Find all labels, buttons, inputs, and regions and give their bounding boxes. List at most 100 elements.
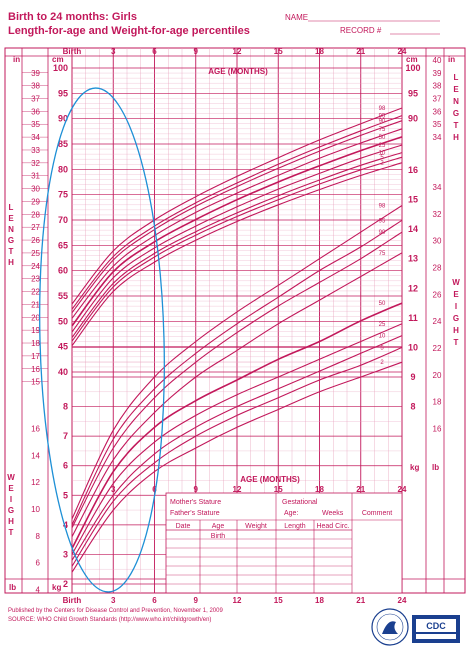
x-tick-top: 12 [233,47,242,56]
y-in-tick-right: 38 [433,82,442,91]
percentile-curve-5 [71,346,403,567]
y-kg-tick-right: 14 [408,224,418,234]
x-tick-middle: 12 [233,485,242,494]
x-tick-middle: 18 [315,485,324,494]
percentile-label-10: 10 [379,151,386,157]
y-cm-tick-left: 50 [58,316,68,326]
x-tick-bottom: Birth [63,596,82,605]
y-cm-tick-left: 70 [58,215,68,225]
y-in-tick-left: 35 [31,120,40,129]
unit-kg-left: kg [52,583,61,592]
y-cm-tick-left: 80 [58,164,68,174]
unit-in-left: in [13,55,20,64]
percentile-curve-10 [71,152,403,338]
y-cm-tick-left: 75 [58,190,68,200]
age-axis-label-bottom: AGE (MONTHS) [240,475,300,484]
y-in-tick-right: 36 [433,107,442,116]
y-cm-tick-left: 65 [58,240,68,250]
unit-lb-right: lb [432,463,439,472]
x-tick-top: 15 [274,47,283,56]
percentile-label-5: 5 [380,345,384,351]
comment-label: Comment [362,510,392,517]
unit-cm-right: cm [406,55,418,64]
percentile-label-75: 75 [379,127,386,133]
col-length-header: Length [284,523,306,530]
unit-in-right: in [448,55,455,64]
x-tick-bottom: 9 [194,596,199,605]
y-in-tick-left: 33 [31,146,40,155]
x-tick-bottom: 18 [315,596,324,605]
footer-published: Published by the Centers for Disease Con… [8,608,223,614]
x-tick-bottom: 3 [111,596,116,605]
y-in-tick-left: 18 [31,339,40,348]
y-in-tick-left: 20 [31,313,40,322]
percentile-curve-98 [71,205,403,520]
y-lb-tick-right: 20 [433,371,442,380]
record-table: Mother's Stature Father's Stature Gestat… [165,492,403,594]
x-tick-middle: 21 [356,485,365,494]
age-axis-label-top: AGE (MONTHS) [208,67,268,76]
y-in-tick-left: 23 [31,275,40,284]
y-in-tick-left: 21 [31,300,40,309]
footer-source: SOURCE: WHO Child Growth Standards (http… [8,617,211,623]
y-lb-tick-left: 4 [36,585,41,594]
x-tick-bottom: 6 [152,596,157,605]
y-in-tick-left: 25 [31,249,40,258]
x-tick-bottom: 21 [356,596,365,605]
record-label: RECORD # [340,26,382,35]
y-in-tick-left: 38 [31,82,40,91]
y-in-tick-left: 28 [31,210,40,219]
y-lb-tick-left: 12 [31,478,40,487]
col-weight-header: Weight [245,523,267,530]
y-kg-tick-left: 5 [63,490,68,500]
unit-cm-left: cm [52,55,64,64]
percentile-label-95: 95 [379,218,386,224]
percentile-label-25: 25 [379,143,386,149]
x-tick-top: 3 [111,47,116,56]
col-date-header: Date [176,523,191,530]
percentile-curve-50 [71,302,403,549]
chart-title-line1: Birth to 24 months: Girls [8,11,137,23]
y-kg-tick-right: 10 [408,342,418,352]
y-kg-tick-right: 11 [408,313,418,323]
y-lb-tick-right: 16 [433,425,442,434]
x-tick-bottom: 12 [233,596,242,605]
y-cm-tick-right: 100 [405,63,420,73]
y-in-tick-left: 19 [31,326,40,335]
y-in-tick-left: 26 [31,236,40,245]
y-lb-tick-left: 14 [31,451,40,460]
percentile-curve-90 [71,120,403,314]
mother-stature-label: Mother's Stature [170,499,221,506]
y-in-tick-left: 24 [31,262,40,271]
chart-title-line2: Length-for-age and Weight-for-age percen… [8,25,250,37]
y-in-tick-left: 29 [31,197,40,206]
y-in-tick-left: 39 [31,69,40,78]
y-cm-tick-right: 95 [408,88,418,98]
x-tick-middle: 24 [398,485,407,494]
name-label: NAME [285,13,308,22]
gestational-age-label: Age: [284,510,298,517]
y-in-tick-right: 35 [433,120,442,129]
y-in-tick-left: 31 [31,172,40,181]
y-lb-tick-right: 34 [433,183,442,192]
percentile-curve-25 [71,323,403,555]
y-in-tick-right: 40 [433,56,442,65]
y-kg-tick-left: 7 [63,431,68,441]
percentile-curve-2 [71,361,403,573]
percentile-label-25: 25 [379,322,386,328]
percentile-curve-95 [71,219,403,526]
y-cm-tick-left: 40 [58,367,68,377]
y-cm-tick-left: 100 [53,63,68,73]
x-tick-top: 6 [152,47,157,56]
unit-lb-left: lb [9,583,16,592]
y-kg-tick-right: 9 [410,372,415,382]
y-cm-tick-left: 45 [58,342,68,352]
percentile-curve-95 [71,115,403,310]
cdc-logo: CDC [412,615,460,643]
y-lb-tick-right: 28 [433,264,442,273]
col-head-header: Head Circ. [316,523,349,530]
